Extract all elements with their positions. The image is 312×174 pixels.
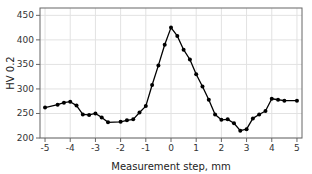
point	[125, 118, 129, 122]
point	[163, 43, 167, 47]
point	[200, 84, 204, 88]
point	[119, 120, 123, 124]
x-tick	[171, 138, 172, 142]
point	[188, 58, 192, 62]
point	[68, 100, 72, 104]
x-tick-label: -3	[91, 143, 100, 153]
point	[270, 97, 274, 101]
point	[194, 72, 198, 76]
x-tick	[296, 138, 297, 142]
x-grid-line	[246, 8, 247, 138]
x-tick-label: -1	[141, 143, 150, 153]
chart-container: 200 250 300 350 400 450 -5 -4 -3 -2 -1 0 1 2 3 4 5 Measur…	[0, 0, 312, 174]
y-tick-label: 350	[17, 59, 34, 69]
point	[257, 112, 261, 116]
y-tick	[36, 39, 40, 40]
x-tick-label: 0	[168, 143, 174, 153]
point	[75, 104, 79, 108]
y-tick-label: 450	[17, 10, 34, 20]
x-tick	[246, 138, 247, 142]
x-tick-label: 3	[244, 143, 250, 153]
y-tick-label: 200	[17, 133, 34, 143]
y-tick	[36, 15, 40, 16]
x-tick-label: 1	[193, 143, 199, 153]
x-tick-label: -2	[116, 143, 125, 153]
point	[62, 101, 66, 105]
chart-svg: 200 250 300 350 400 450 -5 -4 -3 -2 -1 0 1 2 3 4 5 Measur…	[0, 0, 312, 174]
point	[169, 26, 173, 30]
grid	[40, 8, 302, 138]
y-axis-label: HV 0.2	[5, 56, 16, 89]
point	[263, 109, 267, 113]
point	[43, 106, 47, 110]
point	[175, 34, 179, 38]
point	[131, 117, 135, 121]
x-grid-line	[145, 8, 146, 138]
point	[232, 121, 236, 125]
x-tick	[145, 138, 146, 142]
point	[156, 63, 160, 67]
point	[81, 112, 85, 116]
x-tick	[70, 138, 71, 142]
point	[213, 112, 217, 116]
y-tick-label: 300	[17, 84, 34, 94]
x-tick	[45, 138, 46, 142]
x-tick-label: 5	[294, 143, 300, 153]
point	[276, 98, 280, 102]
point	[282, 99, 286, 103]
x-grid-line	[45, 8, 46, 138]
point	[144, 104, 148, 108]
point	[226, 117, 230, 121]
x-grid-line	[296, 8, 297, 138]
point	[295, 99, 299, 103]
x-tick-label: 2	[219, 143, 225, 153]
x-tick	[95, 138, 96, 142]
point	[182, 48, 186, 52]
y-axis: 200 250 300 350 400 450	[17, 10, 40, 143]
x-tick-label: -4	[66, 143, 75, 153]
x-axis-label: Measurement step, mm	[111, 161, 230, 172]
x-tick-label: 4	[269, 143, 275, 153]
point	[251, 116, 255, 120]
y-tick	[36, 138, 40, 139]
y-tick-label: 400	[17, 35, 34, 45]
point	[207, 98, 211, 102]
plot-frame	[40, 8, 302, 138]
y-tick	[36, 64, 40, 65]
x-grid-line	[70, 8, 71, 138]
x-grid-line	[95, 8, 96, 138]
point	[106, 120, 110, 124]
point	[87, 113, 91, 117]
line	[45, 28, 297, 131]
point	[138, 110, 142, 114]
x-grid-line	[120, 8, 121, 138]
point	[219, 118, 223, 122]
x-tick	[271, 138, 272, 142]
y-tick	[36, 113, 40, 114]
x-axis: -5 -4 -3 -2 -1 0 1 2 3 4 5	[41, 138, 300, 153]
x-tick	[221, 138, 222, 142]
point	[56, 103, 60, 107]
x-grid-line	[271, 8, 272, 138]
y-tick	[36, 88, 40, 89]
point	[150, 83, 154, 87]
point	[100, 115, 104, 119]
point	[93, 111, 97, 115]
y-tick-label: 250	[17, 108, 34, 118]
x-tick	[120, 138, 121, 142]
series	[43, 26, 299, 133]
x-tick	[196, 138, 197, 142]
point	[238, 129, 242, 133]
x-tick-label: -5	[41, 143, 50, 153]
point	[245, 127, 249, 131]
